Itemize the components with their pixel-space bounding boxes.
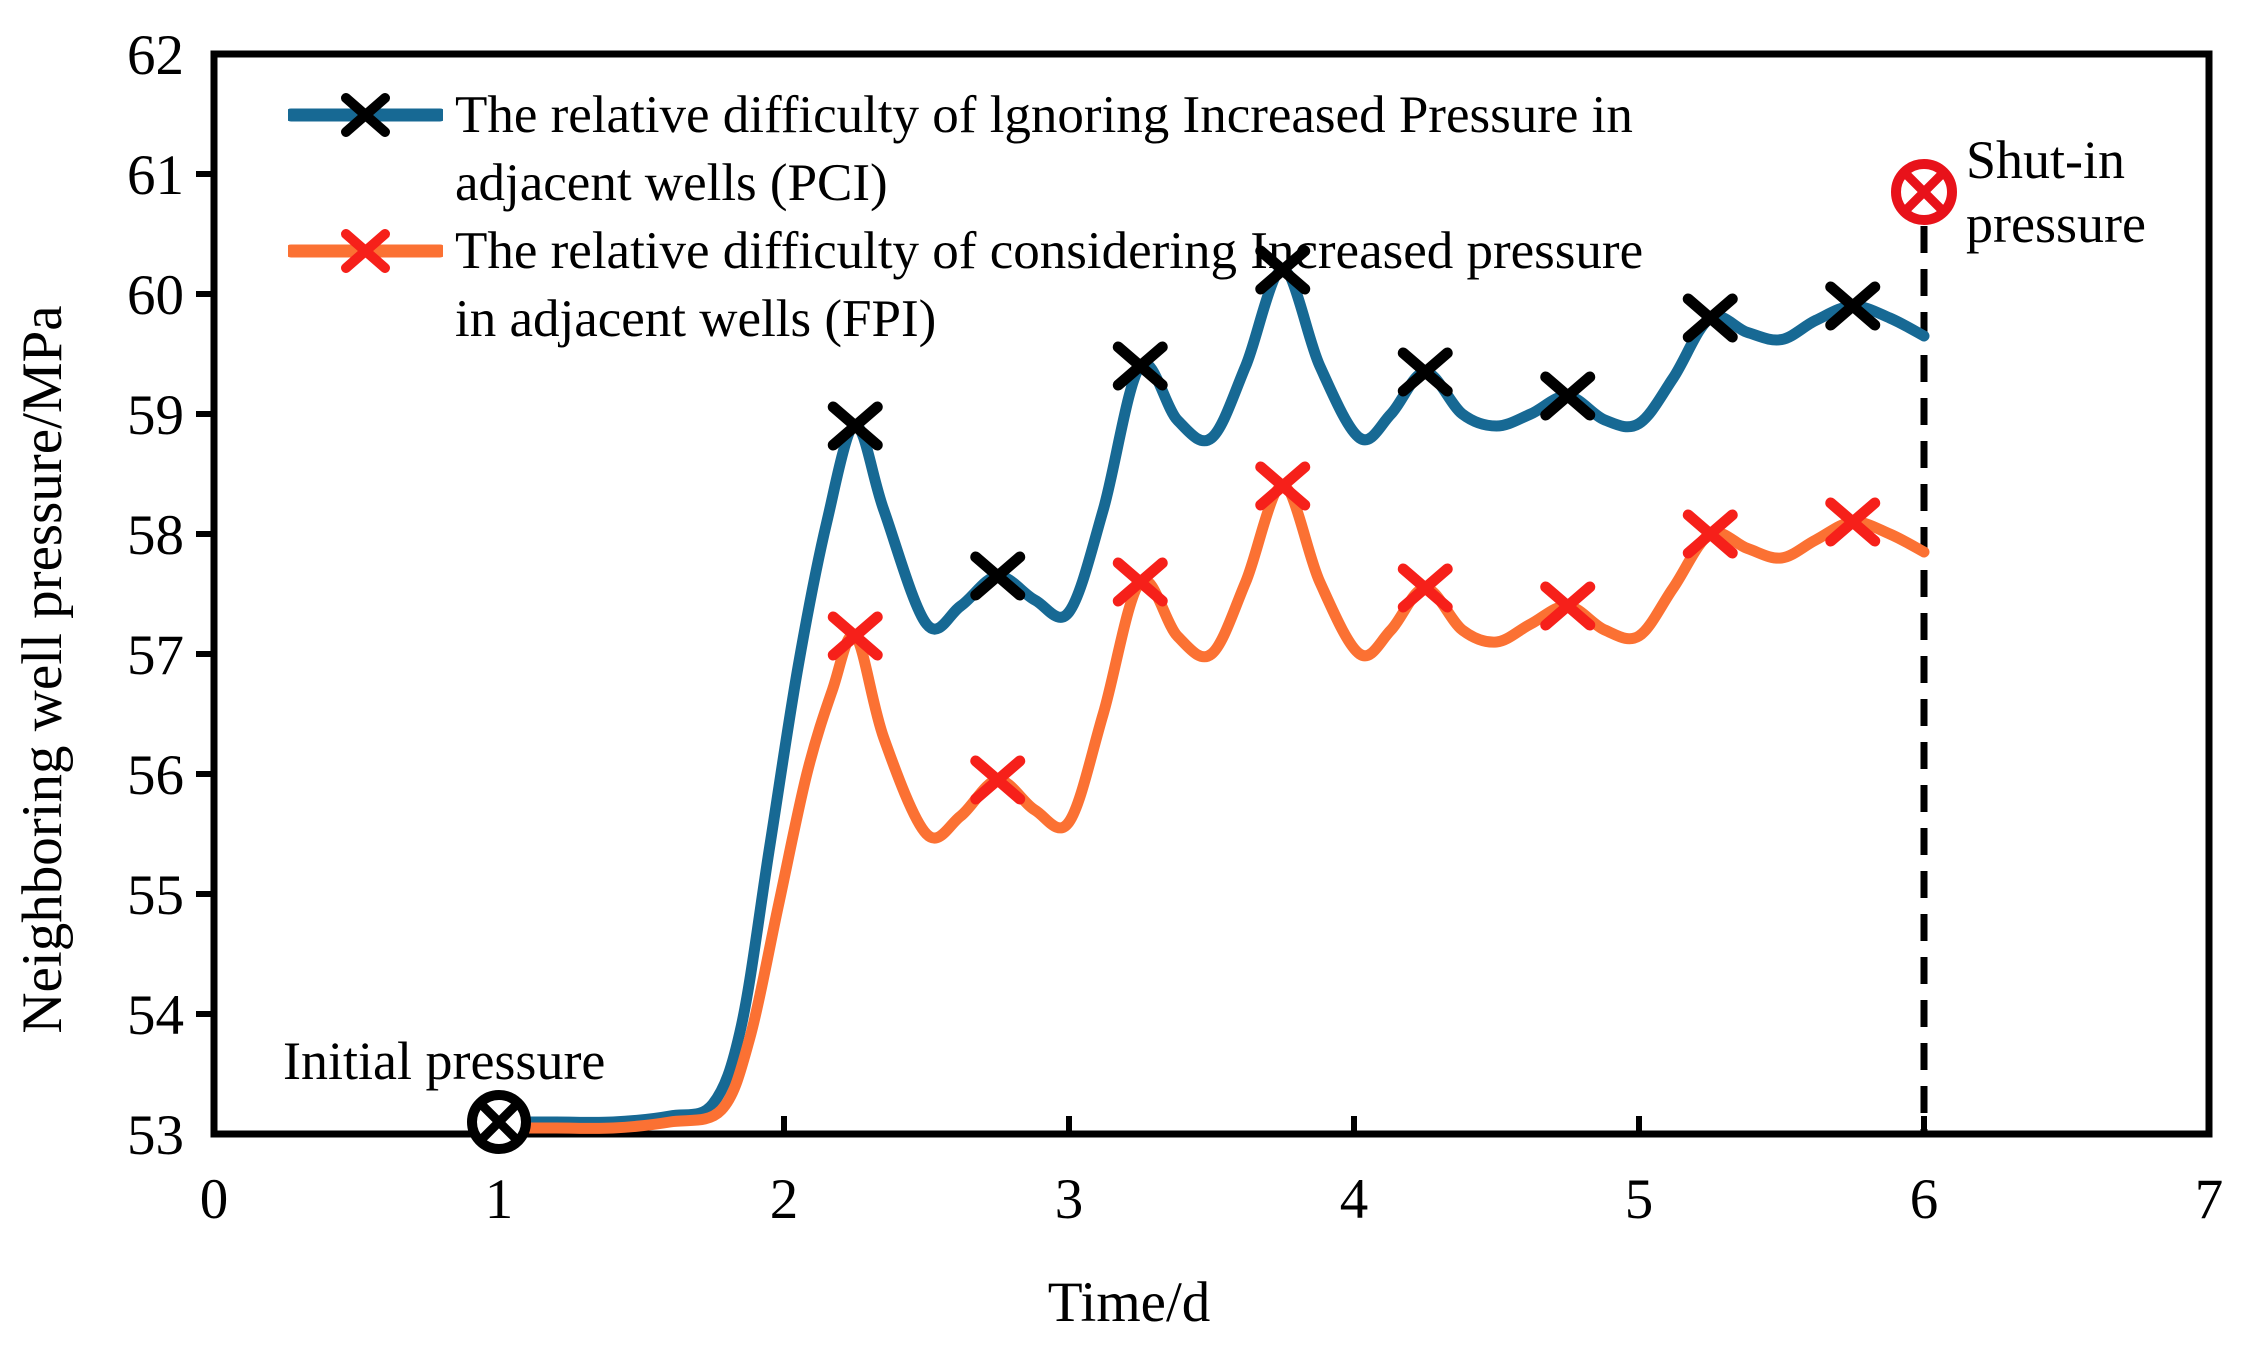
x-tick-label: 7 bbox=[2195, 1168, 2224, 1231]
y-tick-label: 60 bbox=[127, 264, 184, 327]
legend-label-pci-line2: adjacent wells (PCI) bbox=[455, 154, 888, 212]
legend-label-fpi-line2: in adjacent wells (FPI) bbox=[455, 290, 937, 348]
marker-x-fpi bbox=[1112, 557, 1168, 607]
annotation-markers-group bbox=[467, 159, 1957, 1154]
legend-entry-pci: The relative difficulty of lgnoring Incr… bbox=[288, 81, 1643, 217]
shut-in-pressure-label: Shut-in pressure bbox=[1966, 128, 2146, 256]
marker-x-fpi bbox=[1682, 509, 1738, 559]
y-tick-label: 54 bbox=[127, 984, 184, 1047]
fpi-line-x-sample-icon bbox=[288, 229, 443, 273]
y-tick-label: 56 bbox=[127, 744, 184, 807]
legend-label-pci: The relative difficulty of lgnoring Incr… bbox=[455, 81, 1633, 217]
x-tick-label: 4 bbox=[1340, 1168, 1369, 1231]
legend-label-fpi-line1: The relative difficulty of considering I… bbox=[455, 222, 1644, 280]
shut-in-pressure-label-line1: Shut-in bbox=[1966, 130, 2126, 190]
marker-x-fpi bbox=[970, 755, 1026, 805]
plot-border bbox=[210, 50, 2213, 1138]
y-tick-label: 55 bbox=[127, 864, 184, 927]
y-tick-label: 62 bbox=[127, 24, 184, 87]
y-tick-label: 58 bbox=[127, 504, 184, 567]
marker-x-fpi bbox=[1540, 581, 1596, 631]
x-tick-label: 3 bbox=[1055, 1168, 1084, 1231]
x-axis-title: Time/d bbox=[1047, 1271, 1211, 1334]
y-tick-label: 57 bbox=[127, 624, 184, 687]
y-axis-title: Neighboring well pressure/MPa bbox=[11, 305, 74, 1034]
x-tick-label: 1 bbox=[485, 1168, 514, 1231]
marker-x-fpi bbox=[1255, 461, 1311, 511]
marker-x-pci bbox=[1112, 341, 1168, 391]
marker-x-pci bbox=[1397, 347, 1453, 397]
legend: The relative difficulty of lgnoring Incr… bbox=[288, 81, 1643, 353]
legend-label-fpi: The relative difficulty of considering I… bbox=[455, 217, 1643, 353]
series-group bbox=[493, 264, 1930, 1134]
marker-x-pci bbox=[1540, 371, 1596, 421]
x-tick-label: 6 bbox=[1910, 1168, 1939, 1231]
marker-x-pci bbox=[1825, 281, 1881, 331]
marker-x-fpi bbox=[1397, 563, 1453, 613]
marker-x-pci bbox=[827, 401, 883, 451]
series-line-pci bbox=[493, 264, 1930, 1128]
shut-in-pressure-marker-x bbox=[1900, 168, 1948, 216]
legend-label-pci-line1: The relative difficulty of lgnoring Incr… bbox=[455, 86, 1633, 144]
x-tick-label: 0 bbox=[200, 1168, 229, 1231]
initial-pressure-label: Initial pressure bbox=[283, 1031, 606, 1091]
shut-in-pressure-label-line2: pressure bbox=[1966, 194, 2146, 254]
pci-line-x-sample-icon bbox=[288, 93, 443, 137]
y-tick-label: 59 bbox=[127, 384, 184, 447]
initial-pressure-marker-x bbox=[476, 1099, 522, 1145]
x-tick-label: 2 bbox=[770, 1168, 799, 1231]
y-tick-label: 61 bbox=[127, 144, 184, 207]
marker-x-fpi bbox=[827, 611, 883, 661]
marker-x-pci bbox=[1682, 293, 1738, 343]
marker-x-pci bbox=[970, 551, 1026, 601]
legend-entry-fpi: The relative difficulty of considering I… bbox=[288, 217, 1643, 353]
marker-x-fpi bbox=[1825, 497, 1881, 547]
series-line-fpi bbox=[493, 480, 1930, 1134]
marker-x-pci bbox=[1255, 245, 1311, 295]
y-tick-label: 53 bbox=[127, 1104, 184, 1167]
x-tick-label: 5 bbox=[1625, 1168, 1654, 1231]
markers-group bbox=[827, 245, 1881, 805]
